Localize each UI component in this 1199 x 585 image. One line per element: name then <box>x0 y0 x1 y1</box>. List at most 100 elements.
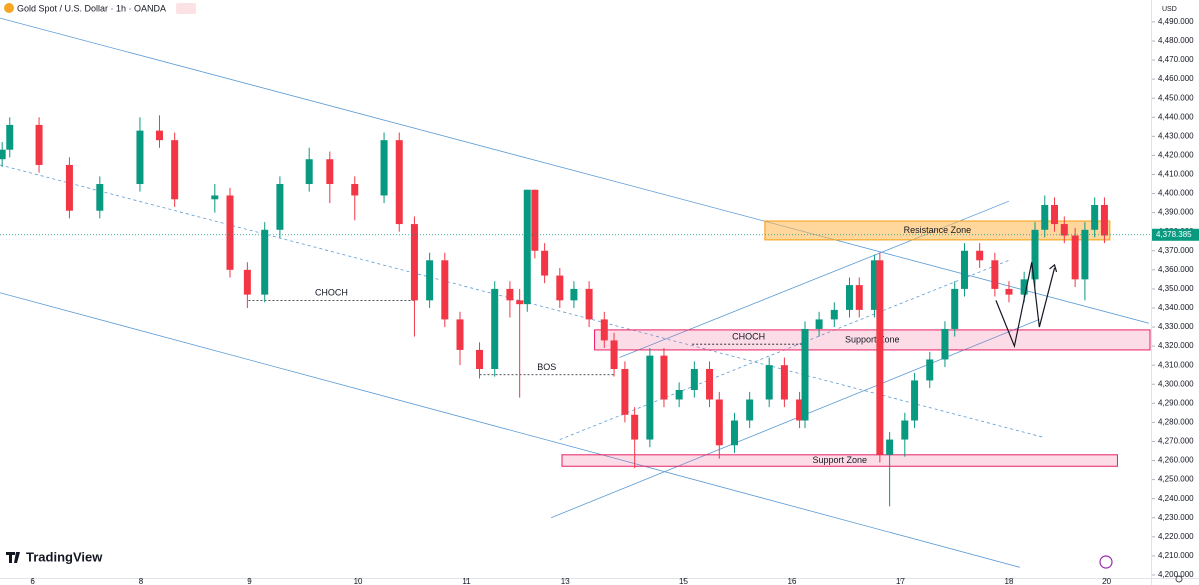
y-tick-label: 4,280.000 <box>1158 418 1194 427</box>
candle-body <box>901 420 909 440</box>
y-tick-label: 4,480.000 <box>1158 36 1194 45</box>
candle-body <box>410 224 418 301</box>
candle-body <box>276 184 284 230</box>
trend-line <box>0 292 1020 568</box>
candle-body <box>941 328 949 360</box>
candle-body <box>646 355 654 440</box>
zone-label: Support Zone <box>845 334 900 344</box>
candle-body <box>631 414 639 440</box>
y-tick-label: 4,310.000 <box>1158 360 1194 369</box>
candle-body <box>660 355 668 400</box>
candle-body <box>6 124 14 150</box>
y-tick-label: 4,370.000 <box>1158 246 1194 255</box>
candle-body <box>65 164 73 211</box>
brand-name: TradingView <box>26 549 103 564</box>
candle-body <box>211 195 219 200</box>
candle-body <box>1071 235 1079 280</box>
candle-body <box>780 365 788 400</box>
candle-body <box>1051 204 1059 225</box>
zone <box>594 329 1151 351</box>
y-tick-label: 4,400.000 <box>1158 189 1194 198</box>
candle-body <box>960 250 968 289</box>
candle-body <box>706 368 714 400</box>
x-tick-label: 9 <box>247 577 252 585</box>
y-tick-label: 4,300.000 <box>1158 379 1194 388</box>
x-tick-label: 13 <box>561 577 570 585</box>
candle-body <box>600 319 608 341</box>
x-tick-label: 18 <box>1005 577 1014 585</box>
y-tick-label: 4,410.000 <box>1158 170 1194 179</box>
x-tick-label: 11 <box>462 577 471 585</box>
zone-label: Support Zone <box>812 455 867 465</box>
candle-body <box>305 159 313 185</box>
x-tick-label: 15 <box>679 577 688 585</box>
candle-body <box>1005 288 1013 295</box>
candle-body <box>0 149 6 160</box>
candle-body <box>96 184 104 211</box>
y-tick-label: 4,470.000 <box>1158 55 1194 64</box>
y-tick-label: 4,270.000 <box>1158 437 1194 446</box>
candle-body <box>951 288 959 329</box>
candle-body <box>261 229 269 295</box>
candle-body <box>516 300 524 305</box>
y-tick-label: 4,340.000 <box>1158 303 1194 312</box>
y-tick-label: 4,320.000 <box>1158 341 1194 350</box>
candle-body <box>155 130 163 141</box>
candle-body <box>585 288 593 320</box>
currency-label: USD <box>1162 6 1177 13</box>
candle-body <box>351 184 359 196</box>
zone-label: Resistance Zone <box>904 225 972 235</box>
level-label: CHOCH <box>315 288 348 298</box>
candle-body <box>796 399 804 421</box>
y-tick-label: 4,390.000 <box>1158 208 1194 217</box>
candle-body <box>326 159 334 185</box>
candle-body <box>715 399 723 446</box>
candle-body <box>1100 204 1108 236</box>
candle-body <box>35 124 43 165</box>
candle-body <box>746 399 754 421</box>
candle-body <box>1060 224 1068 236</box>
candle-body <box>1091 204 1099 230</box>
candle-body <box>870 260 878 310</box>
level-label: CHOCH <box>732 332 765 342</box>
candle-body <box>830 309 838 320</box>
x-tick-label: 20 <box>1102 577 1111 585</box>
y-tick-label: 4,220.000 <box>1158 532 1194 541</box>
y-tick-label: 4,460.000 <box>1158 74 1194 83</box>
assistant-icon[interactable] <box>1099 555 1113 569</box>
candle-body <box>690 368 698 390</box>
candle-body <box>441 260 449 320</box>
settings-icon[interactable] <box>1175 575 1183 583</box>
candle-body <box>456 319 464 350</box>
last-price-label: 4,378.385 <box>1156 230 1192 239</box>
x-tick-label: 10 <box>354 577 363 585</box>
zone <box>561 454 1118 467</box>
candle-body <box>765 365 773 400</box>
candle-body <box>855 285 863 310</box>
x-tick-label: 8 <box>139 577 144 585</box>
y-tick-label: 4,420.000 <box>1158 151 1194 160</box>
candle-body <box>556 275 564 301</box>
candle-body <box>886 439 894 455</box>
candle-body <box>226 195 234 270</box>
y-tick-label: 4,360.000 <box>1158 265 1194 274</box>
candle-body <box>1081 229 1089 280</box>
y-tick-label: 4,240.000 <box>1158 494 1194 503</box>
y-tick-label: 4,430.000 <box>1158 131 1194 140</box>
candle-body <box>675 389 683 400</box>
y-tick-label: 4,350.000 <box>1158 284 1194 293</box>
candle-body <box>491 288 499 369</box>
candle-body <box>801 328 809 421</box>
candle-body <box>815 319 823 329</box>
symbol-icon <box>4 3 14 13</box>
candle-body <box>570 288 578 301</box>
zone <box>764 220 1111 241</box>
trend-line <box>550 319 1040 519</box>
candle-body <box>926 359 934 381</box>
x-tick-label: 6 <box>30 577 35 585</box>
candle-body <box>380 140 388 196</box>
projection-path <box>995 262 1056 349</box>
projection-arrow <box>1049 263 1058 273</box>
